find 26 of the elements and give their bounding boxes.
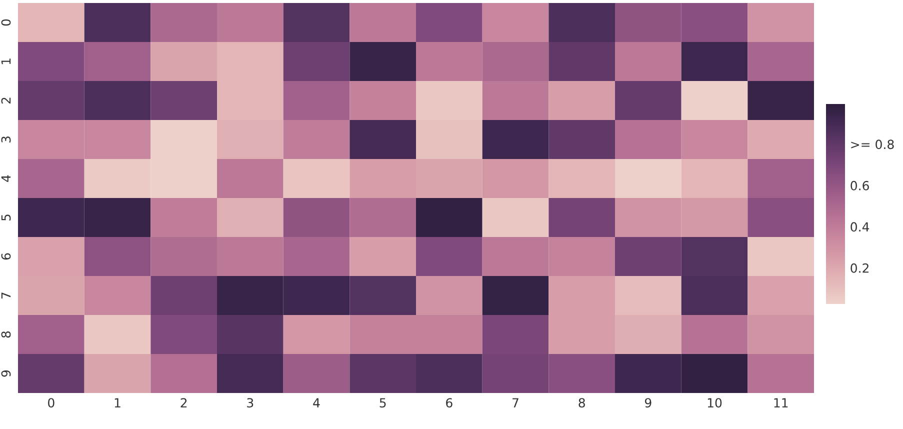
x-tick-label: 5 xyxy=(380,398,386,408)
x-tick-label: 11 xyxy=(774,398,788,408)
x-tick-label: 1 xyxy=(114,398,120,408)
x-tick-label: 2 xyxy=(180,398,187,408)
color-bar-label: >= 0.8 xyxy=(851,140,894,150)
y-tick-label: 3 xyxy=(1,136,11,143)
y-tick-label: 1 xyxy=(1,58,11,64)
x-tick-label: 9 xyxy=(644,398,652,408)
color-bar-label: 0.6 xyxy=(850,180,869,190)
x-tick-label: 4 xyxy=(313,398,320,408)
y-tick-label: 2 xyxy=(1,98,11,104)
y-tick-label: 8 xyxy=(1,331,11,338)
y-tick-label: 6 xyxy=(1,253,11,260)
y-tick-label: 9 xyxy=(1,370,11,377)
x-tick-label: 7 xyxy=(512,398,518,408)
y-tick-label: 0 xyxy=(1,19,11,26)
x-tick-label: 0 xyxy=(48,398,54,408)
x-tick-label: 3 xyxy=(247,398,254,408)
y-tick-label: 4 xyxy=(1,175,11,182)
color-bar-label: 0.2 xyxy=(850,263,868,273)
color-bar-label: 0.4 xyxy=(850,222,870,232)
x-tick-label: 8 xyxy=(578,398,585,408)
y-tick-label: 7 xyxy=(1,292,11,298)
y-tick-label: 5 xyxy=(1,214,11,221)
x-tick-label: 10 xyxy=(708,398,722,408)
x-tick-label: 6 xyxy=(446,398,452,408)
